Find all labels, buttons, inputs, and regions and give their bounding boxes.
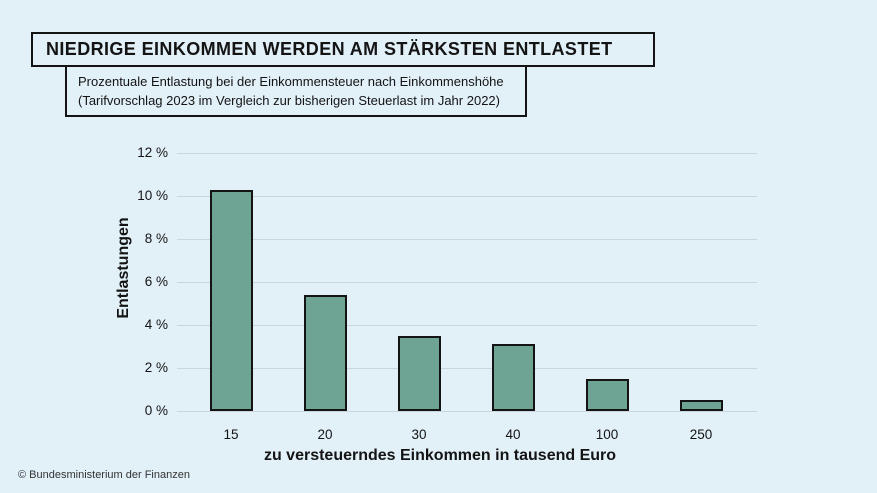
subtitle-line-2: (Tarifvorschlag 2023 im Vergleich zur bi… xyxy=(78,93,500,108)
y-tick-label: 4 % xyxy=(144,317,168,332)
y-tick-label: 0 % xyxy=(144,403,168,418)
y-tick-label: 6 % xyxy=(144,274,168,289)
gridline xyxy=(177,324,757,326)
x-tick-label: 40 xyxy=(505,427,521,442)
headline: NIEDRIGE EINKOMMEN WERDEN AM STÄRKSTEN E… xyxy=(46,39,613,59)
headline-box: NIEDRIGE EINKOMMEN WERDEN AM STÄRKSTEN E… xyxy=(31,32,655,67)
subtitle-box: Prozentuale Entlastung bei der Einkommen… xyxy=(65,65,527,117)
x-tick-label: 250 xyxy=(689,427,713,442)
gridline xyxy=(177,238,757,240)
y-tick-label: 8 % xyxy=(144,231,168,246)
gridline xyxy=(177,152,757,154)
subtitle-line-1: Prozentuale Entlastung bei der Einkommen… xyxy=(78,74,504,89)
gridline xyxy=(177,367,757,369)
bar-30 xyxy=(397,335,441,411)
y-tick-label: 10 % xyxy=(137,188,168,203)
bar-100 xyxy=(585,378,629,411)
gridline xyxy=(177,281,757,283)
x-tick-label: 15 xyxy=(223,427,239,442)
gridline xyxy=(177,195,757,197)
x-axis-ticks: 15 20 30 40 100 250 xyxy=(177,425,757,445)
copyright-credit: © Bundesministerium der Finanzen xyxy=(18,469,190,481)
bar-20 xyxy=(303,294,347,411)
bar-15 xyxy=(209,189,253,411)
plot-area xyxy=(177,152,757,412)
y-tick-label: 2 % xyxy=(144,360,168,375)
bar-40 xyxy=(491,344,535,411)
x-tick-label: 20 xyxy=(317,427,333,442)
x-tick-label: 30 xyxy=(411,427,427,442)
bar-250 xyxy=(679,400,723,411)
y-tick-label: 12 % xyxy=(137,145,168,160)
x-axis-title: zu versteuerndes Einkommen in tausend Eu… xyxy=(263,447,617,464)
x-tick-label: 100 xyxy=(595,427,619,442)
gridline xyxy=(177,410,757,412)
